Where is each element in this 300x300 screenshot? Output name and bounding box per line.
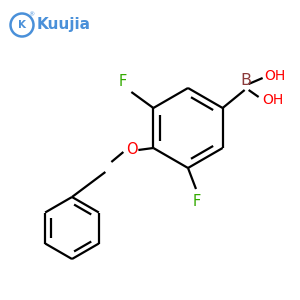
- Text: ®: ®: [28, 13, 34, 17]
- Text: F: F: [193, 194, 201, 209]
- Text: K: K: [18, 20, 26, 30]
- Text: F: F: [119, 74, 128, 89]
- Text: OH: OH: [262, 93, 284, 107]
- Text: Kuujia: Kuujia: [37, 17, 91, 32]
- Text: OH: OH: [265, 69, 286, 83]
- Text: O: O: [127, 142, 138, 158]
- Text: B: B: [240, 74, 251, 88]
